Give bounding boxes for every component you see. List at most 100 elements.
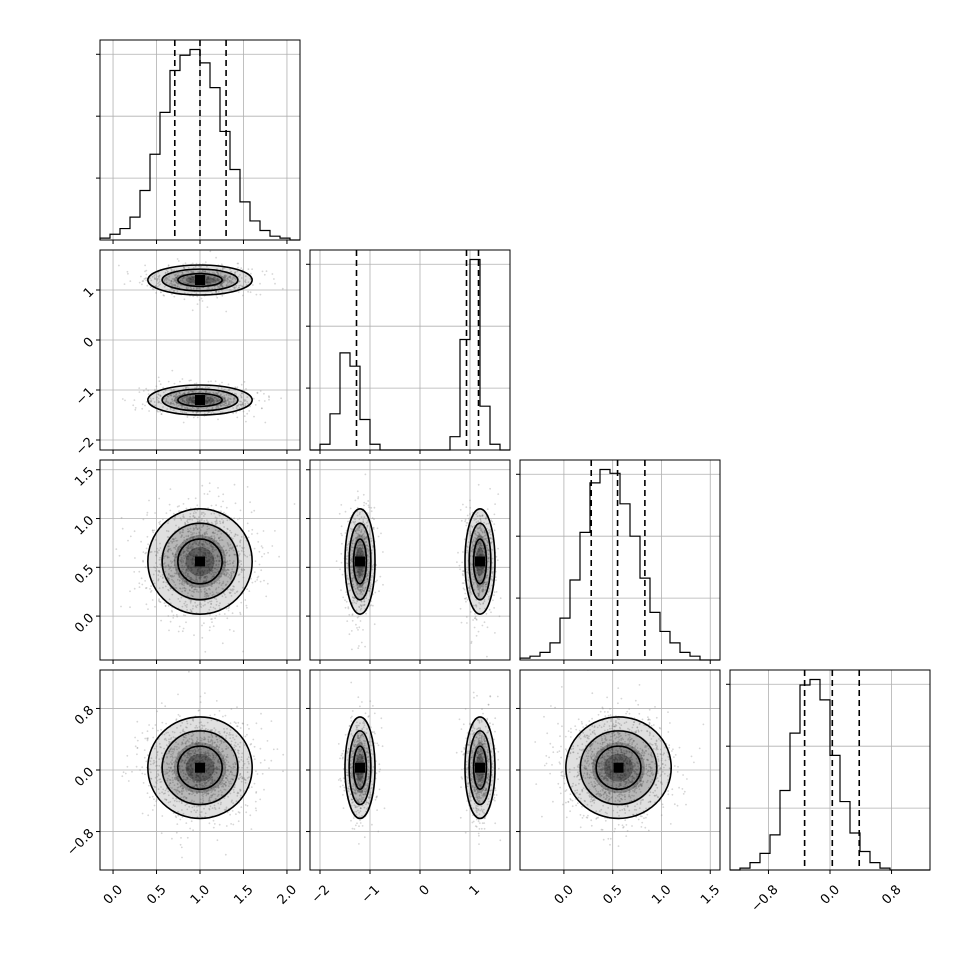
scatter-point xyxy=(192,283,195,286)
scatter-point xyxy=(176,578,179,581)
scatter-point xyxy=(181,856,183,859)
scatter-point xyxy=(184,564,187,567)
scatter-point xyxy=(189,601,192,604)
scatter-point xyxy=(211,618,213,620)
scatter-point xyxy=(203,553,206,556)
scatter-point xyxy=(172,388,175,391)
scatter-point xyxy=(351,579,354,582)
scatter-point xyxy=(205,589,208,592)
scatter-point xyxy=(133,399,136,401)
scatter-point xyxy=(221,275,223,278)
scatter-point xyxy=(199,578,202,581)
scatter-point xyxy=(220,539,223,541)
scatter-point xyxy=(202,585,205,588)
scatter-point xyxy=(185,549,188,552)
scatter-point xyxy=(217,487,219,489)
scatter-point xyxy=(229,401,231,403)
scatter-point xyxy=(174,284,177,287)
scatter-point xyxy=(205,530,208,533)
scatter-point xyxy=(173,295,176,298)
scatter-point xyxy=(228,549,231,552)
scatter-point xyxy=(243,415,246,417)
scatter-point xyxy=(208,287,210,290)
scatter-point xyxy=(224,405,227,407)
scatter-point xyxy=(204,576,206,579)
scatter-point xyxy=(229,398,232,400)
scatter-point xyxy=(192,555,195,558)
scatter-point xyxy=(179,715,181,717)
scatter-point xyxy=(157,275,160,278)
scatter-point xyxy=(227,278,230,281)
scatter-point xyxy=(186,546,189,549)
scatter-point xyxy=(185,570,188,572)
scatter-point xyxy=(199,545,202,548)
scatter-point xyxy=(129,590,131,593)
scatter-point xyxy=(226,282,229,284)
scatter-point xyxy=(221,546,224,549)
scatter-point xyxy=(214,281,217,284)
scatter-point xyxy=(177,630,180,633)
scatter-point xyxy=(222,522,225,524)
scatter-point xyxy=(186,276,189,279)
scatter-point xyxy=(166,576,169,579)
scatter-point xyxy=(238,580,240,583)
scatter-point xyxy=(191,283,193,285)
scatter-point xyxy=(234,286,237,289)
scatter-point xyxy=(233,396,236,399)
scatter-point xyxy=(179,553,182,556)
scatter-point xyxy=(351,549,354,552)
scatter-point xyxy=(208,558,210,561)
scatter-point xyxy=(268,767,270,769)
scatter-point xyxy=(208,822,211,825)
scatter-point xyxy=(158,401,160,404)
scatter-point xyxy=(254,560,257,563)
scatter-point xyxy=(185,571,188,574)
scatter-point xyxy=(176,615,179,618)
scatter-point xyxy=(214,380,217,383)
scatter-point xyxy=(186,582,189,584)
y-tick-label: 1 xyxy=(81,285,97,301)
scatter-point xyxy=(210,544,213,547)
scatter-point xyxy=(193,562,195,565)
scatter-point xyxy=(174,397,177,400)
scatter-point xyxy=(193,528,196,531)
scatter-point xyxy=(184,523,187,525)
scatter-point xyxy=(160,565,163,567)
scatter-point xyxy=(226,617,229,620)
scatter-point xyxy=(232,588,235,591)
scatter-point xyxy=(189,553,192,556)
scatter-point xyxy=(194,497,197,500)
scatter-point xyxy=(236,404,239,407)
scatter-point xyxy=(219,411,222,414)
scatter-point xyxy=(134,745,137,748)
scatter-point xyxy=(356,574,358,577)
scatter-point xyxy=(174,516,176,519)
scatter-point xyxy=(151,809,154,811)
scatter-point xyxy=(144,552,147,555)
scatter-point xyxy=(235,813,237,815)
scatter-point xyxy=(476,543,479,546)
scatter-point xyxy=(171,390,173,392)
scatter-point xyxy=(482,583,484,585)
scatter-point xyxy=(184,555,187,557)
scatter-point xyxy=(231,588,234,591)
scatter-point xyxy=(233,517,236,520)
scatter-point xyxy=(212,546,215,549)
scatter-point xyxy=(174,284,177,287)
scatter-point xyxy=(182,548,185,551)
scatter-point xyxy=(187,277,190,279)
scatter-point xyxy=(173,400,175,402)
scatter-point xyxy=(170,394,173,397)
scatter-point xyxy=(213,279,216,282)
scatter-point xyxy=(484,588,487,591)
scatter-point xyxy=(364,538,366,541)
scatter-point xyxy=(358,526,361,528)
scatter-point xyxy=(184,604,187,607)
scatter-point xyxy=(363,604,366,607)
scatter-point xyxy=(192,278,195,281)
scatter-point xyxy=(246,606,248,609)
scatter-point xyxy=(172,389,175,391)
scatter-point xyxy=(474,617,477,620)
scatter-point xyxy=(371,517,374,519)
scatter-point xyxy=(182,541,184,544)
